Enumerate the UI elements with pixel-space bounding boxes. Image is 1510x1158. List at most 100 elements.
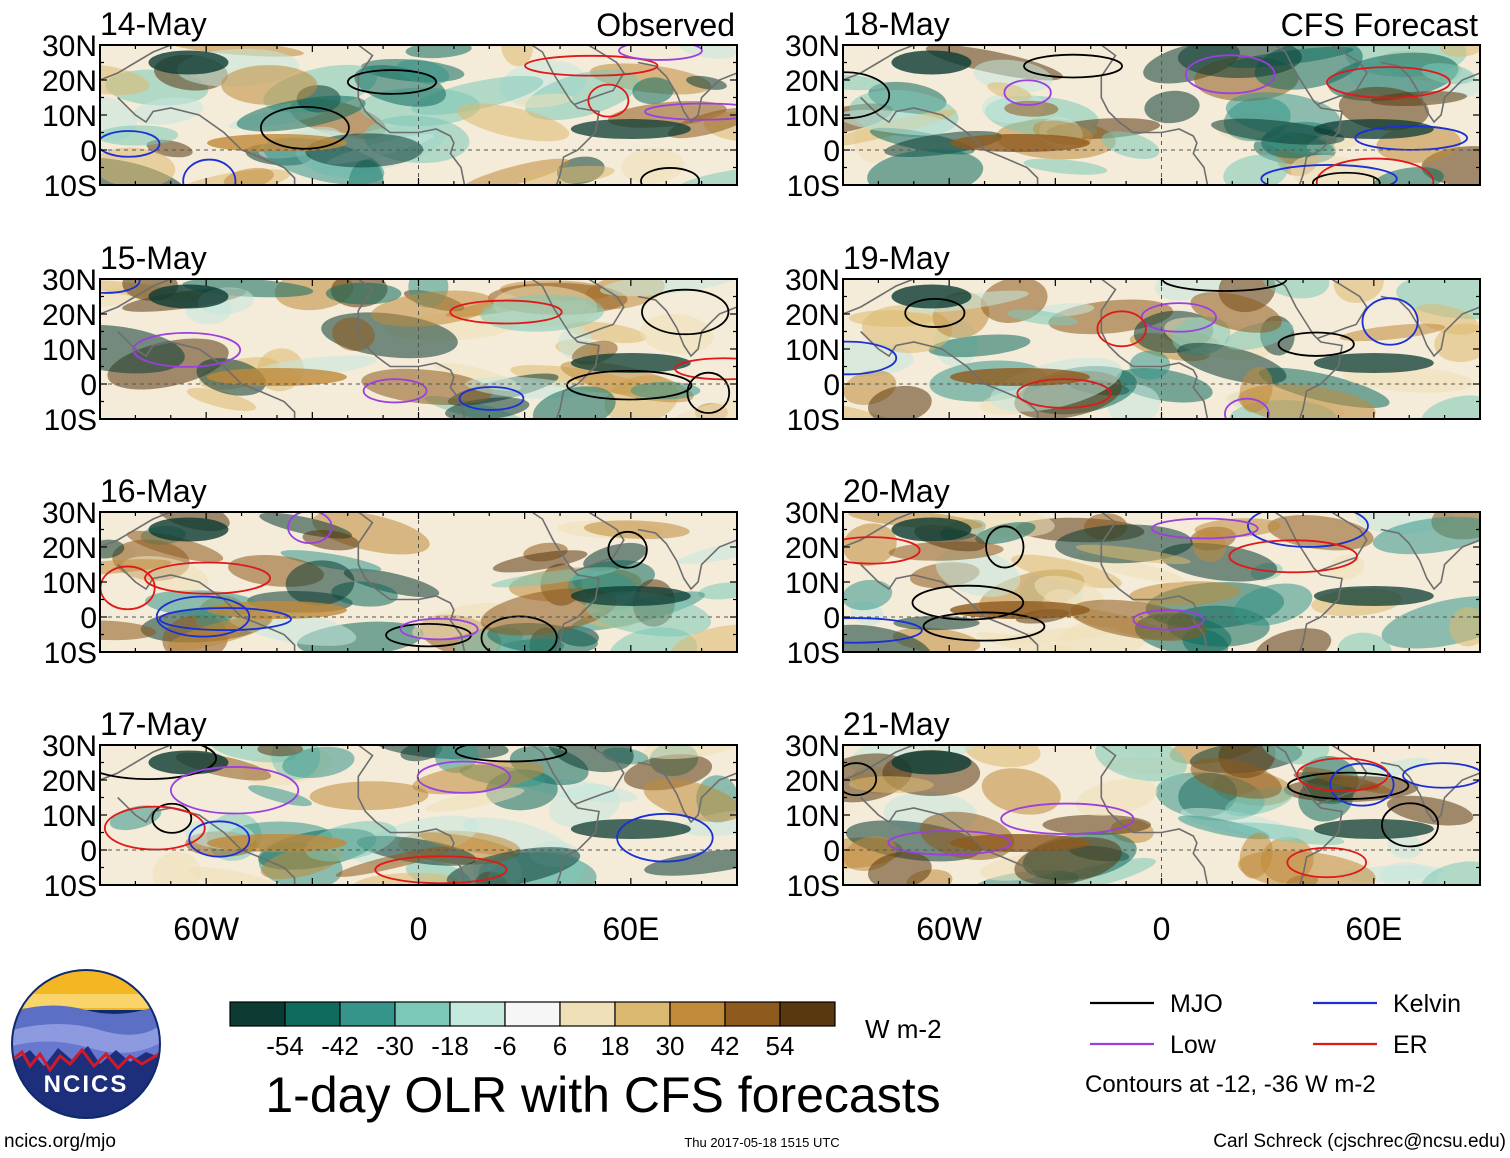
y-tick-label: 30N (785, 30, 840, 63)
colorbar-label: -30 (376, 1031, 414, 1061)
y-tick-label: 30N (42, 264, 97, 297)
x-tick-label: 60E (1345, 911, 1402, 947)
y-tick-label: 0 (80, 602, 97, 635)
y-tick-label: 10N (785, 567, 840, 600)
colorbar-label: -42 (321, 1031, 359, 1061)
y-tick-label: 30N (42, 30, 97, 63)
colorbar-units: W m-2 (865, 1014, 942, 1044)
x-tick-label: 0 (410, 911, 428, 947)
y-tick-label: 10S (44, 404, 97, 437)
timestamp: Thu 2017-05-18 1515 UTC (684, 1135, 839, 1150)
y-tick-label: 20N (42, 765, 97, 798)
legend-item: ER (1313, 1031, 1428, 1059)
colorbar-swatch (559, 1001, 616, 1027)
legend-label: Low (1170, 1031, 1217, 1059)
colorbar-label: 30 (656, 1031, 685, 1061)
colorbar-label: 18 (601, 1031, 630, 1061)
author-credit: Carl Schreck (cjschrec@ncsu.edu) (1213, 1131, 1506, 1152)
y-tick-label: 0 (80, 369, 97, 402)
contour-legend: MJO Kelvin Low ER (1090, 990, 1461, 1059)
x-tick-label: 60W (173, 911, 240, 947)
y-tick-label: 10S (44, 170, 97, 203)
panel-grid: Observed14-May30N20N10N010S15-May30N20N1… (42, 6, 1481, 947)
y-tick-label: 10N (785, 334, 840, 367)
y-tick-label: 20N (785, 532, 840, 565)
panel-date: 16-May (100, 473, 207, 509)
y-tick-label: 10N (42, 100, 97, 133)
colorbar-label: 54 (766, 1031, 795, 1061)
y-tick-label: 30N (42, 730, 97, 763)
y-tick-label: 30N (785, 264, 840, 297)
y-tick-label: 10N (785, 100, 840, 133)
y-tick-label: 10S (787, 637, 840, 670)
colorbar-label: -6 (493, 1031, 516, 1061)
y-tick-label: 10N (42, 334, 97, 367)
x-tick-label: 0 (1153, 911, 1171, 947)
colorbar-label: -18 (431, 1031, 469, 1061)
y-tick-label: 30N (785, 730, 840, 763)
colorbar-swatch (669, 1001, 726, 1027)
legend-item: MJO (1090, 990, 1223, 1018)
y-tick-label: 10N (42, 800, 97, 833)
y-tick-label: 20N (42, 532, 97, 565)
panel-date: 20-May (843, 473, 950, 509)
y-tick-label: 30N (785, 497, 840, 530)
colorbar-swatch (284, 1001, 341, 1027)
column-header: CFS Forecast (1281, 7, 1478, 43)
chart-title: 1-day OLR with CFS forecasts (265, 1067, 940, 1123)
legend-item: Low (1090, 1031, 1217, 1059)
contour-note: Contours at -12, -36 W m-2 (1085, 1071, 1376, 1098)
y-tick-label: 10S (44, 637, 97, 670)
y-tick-label: 20N (42, 65, 97, 98)
colorbar-label: 6 (553, 1031, 567, 1061)
colorbar-swatch (339, 1001, 396, 1027)
panel-date: 21-May (843, 706, 950, 742)
ncics-logo: NCICS (11, 969, 161, 1119)
colorbar-swatch (449, 1001, 506, 1027)
colorbar-swatch (504, 1001, 561, 1027)
legend-item: Kelvin (1313, 990, 1461, 1018)
y-tick-label: 0 (823, 602, 840, 635)
y-tick-label: 20N (785, 65, 840, 98)
y-tick-label: 10S (787, 404, 840, 437)
colorbar-swatch (394, 1001, 451, 1027)
y-tick-label: 0 (80, 835, 97, 868)
colorbar-swatch (724, 1001, 781, 1027)
panel-date: 15-May (100, 240, 207, 276)
legend-label: Kelvin (1393, 990, 1461, 1018)
panel-date: 17-May (100, 706, 207, 742)
y-tick-label: 30N (42, 497, 97, 530)
panel-date: 14-May (100, 6, 207, 42)
y-tick-label: 10S (787, 170, 840, 203)
y-tick-label: 10S (44, 870, 97, 903)
y-tick-label: 20N (785, 299, 840, 332)
y-tick-label: 0 (80, 135, 97, 168)
legend-label: ER (1393, 1031, 1428, 1059)
y-tick-label: 20N (42, 299, 97, 332)
website-link[interactable]: ncics.org/mjo (4, 1131, 116, 1152)
panel-date: 19-May (843, 240, 950, 276)
y-tick-label: 10N (785, 800, 840, 833)
logo-text: NCICS (44, 1071, 129, 1098)
colorbar-swatch (229, 1001, 286, 1027)
panel-date: 18-May (843, 6, 950, 42)
x-tick-label: 60W (916, 911, 983, 947)
legend-label: MJO (1170, 990, 1223, 1018)
y-tick-label: 0 (823, 369, 840, 402)
colorbar: -54 -42 -30 -18 -6 6 18 30 42 54 W m-2 (229, 1001, 942, 1061)
x-tick-label: 60E (602, 911, 659, 947)
colorbar-label: -54 (266, 1031, 304, 1061)
y-tick-label: 0 (823, 135, 840, 168)
column-header: Observed (596, 7, 735, 43)
y-tick-label: 10S (787, 870, 840, 903)
colorbar-swatch (779, 1001, 836, 1027)
